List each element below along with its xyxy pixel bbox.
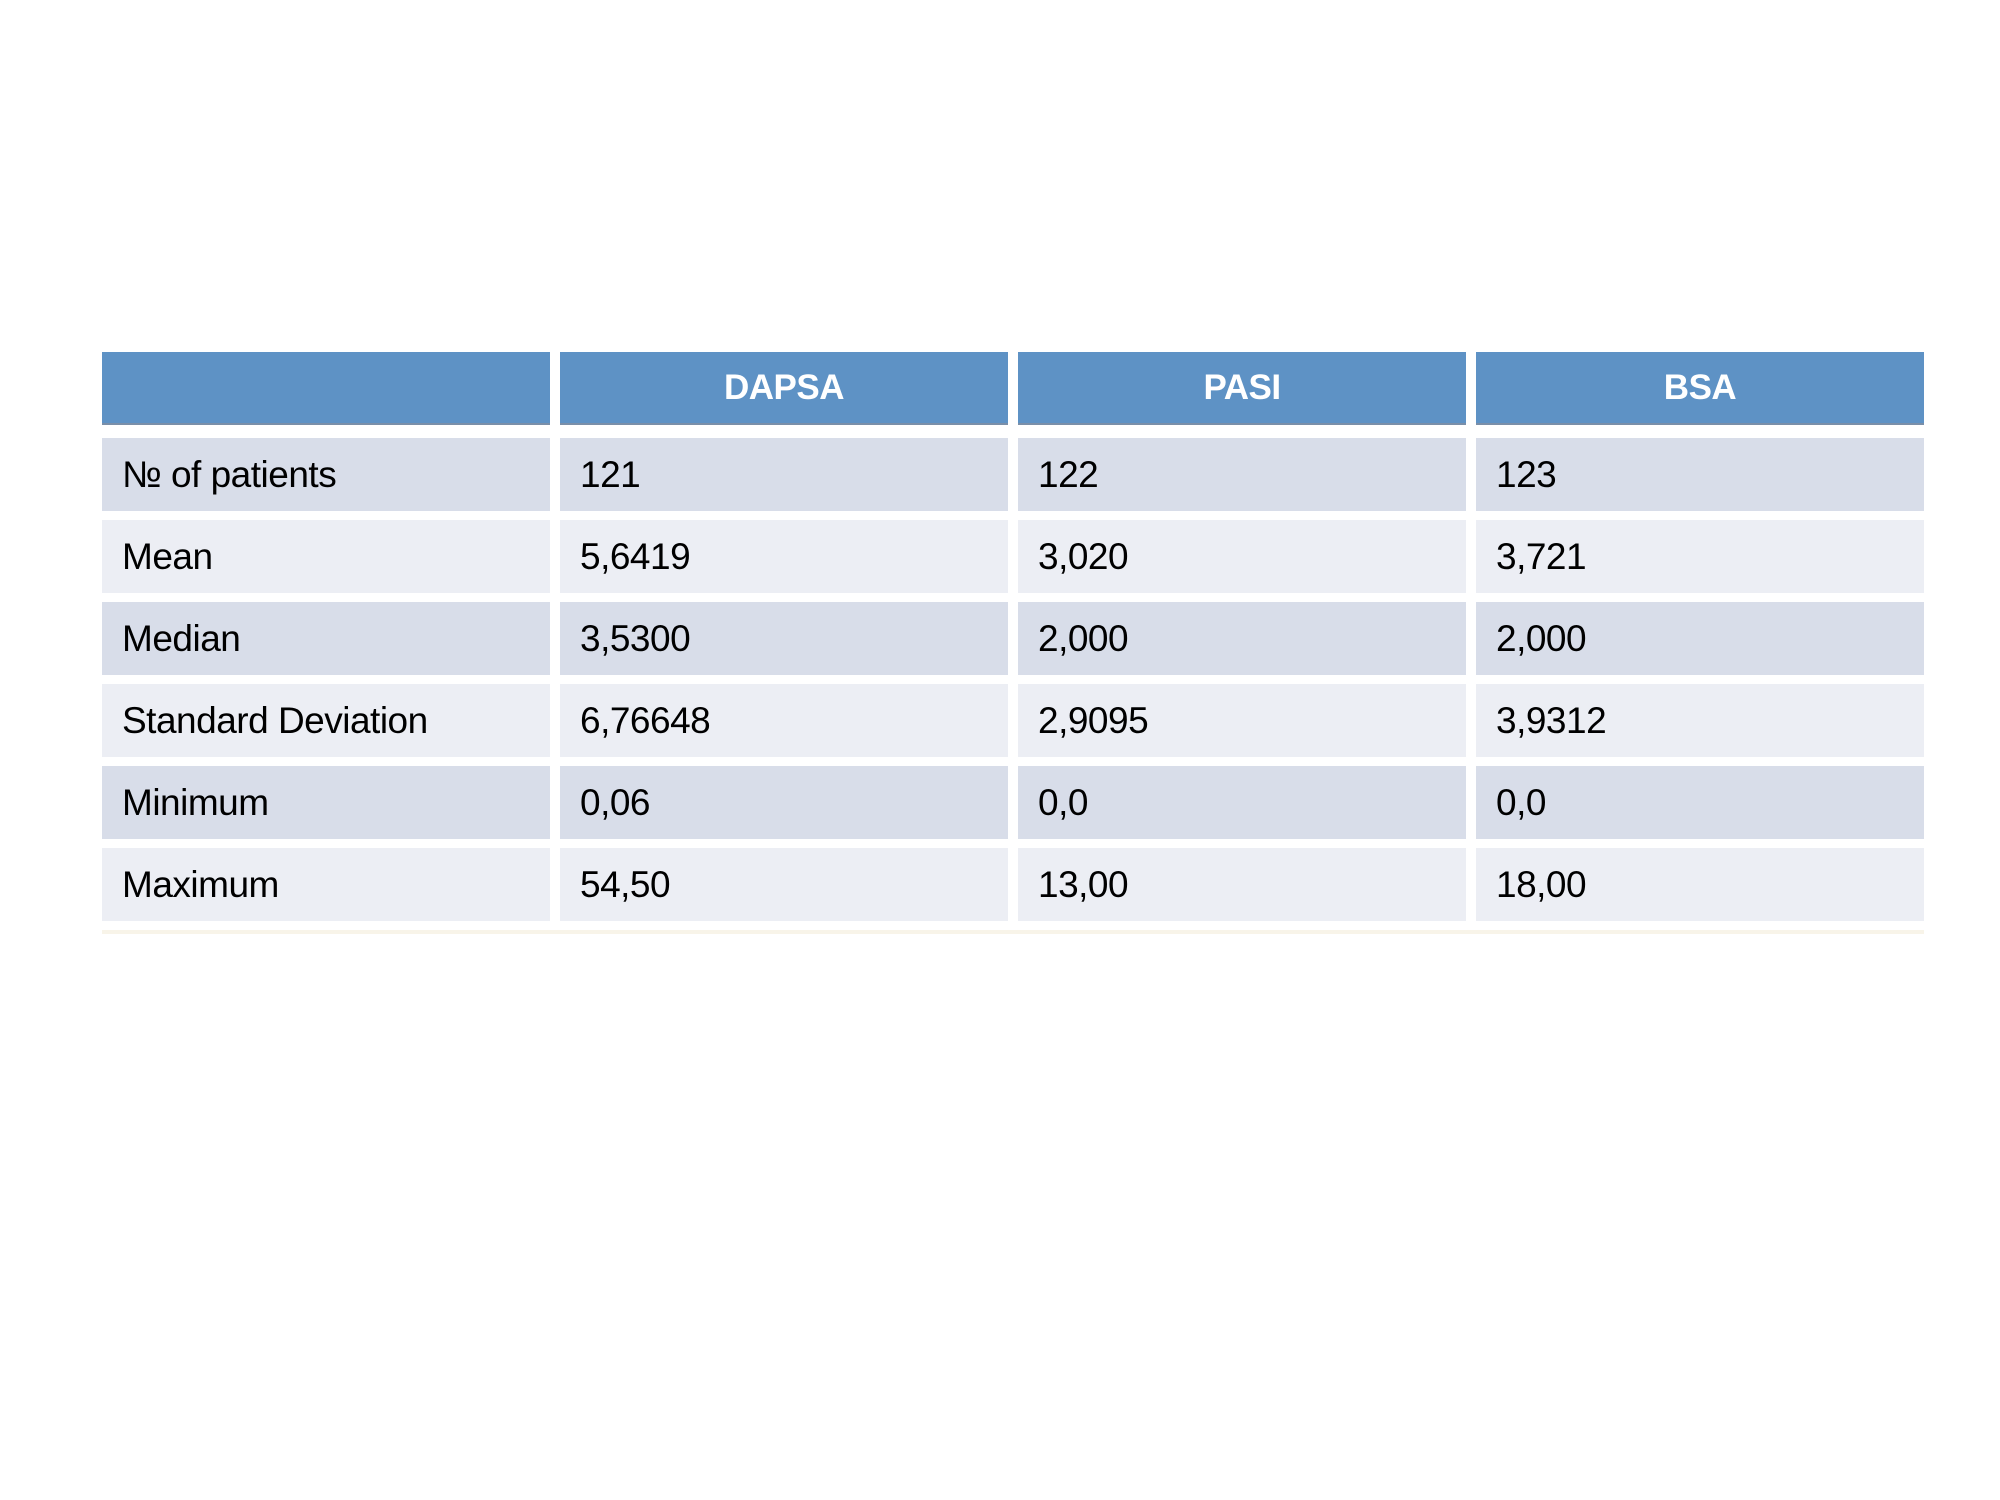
value-cell-dapsa: 121	[560, 438, 1008, 511]
statistics-table: DAPSA PASI BSA № of patients 121 122 123…	[102, 352, 1924, 934]
value-cell-dapsa: 0,06	[560, 766, 1008, 839]
value-cell-pasi: 0,0	[1018, 766, 1466, 839]
value-cell-bsa: 0,0	[1476, 766, 1924, 839]
table-row-n-of-patients: № of patients 121 122 123	[102, 438, 1924, 511]
header-cell-bsa: BSA	[1476, 352, 1924, 425]
value-cell-pasi: 2,000	[1018, 602, 1466, 675]
value-cell-dapsa: 3,5300	[560, 602, 1008, 675]
value-cell-pasi: 122	[1018, 438, 1466, 511]
row-label: № of patients	[102, 438, 550, 511]
value-cell-bsa: 3,721	[1476, 520, 1924, 593]
value-cell-pasi: 2,9095	[1018, 684, 1466, 757]
value-cell-dapsa: 54,50	[560, 848, 1008, 921]
value-cell-pasi: 3,020	[1018, 520, 1466, 593]
row-label: Mean	[102, 520, 550, 593]
value-cell-dapsa: 5,6419	[560, 520, 1008, 593]
table-row-maximum: Maximum 54,50 13,00 18,00	[102, 848, 1924, 921]
table-row-mean: Mean 5,6419 3,020 3,721	[102, 520, 1924, 593]
value-cell-bsa: 123	[1476, 438, 1924, 511]
value-cell-pasi: 13,00	[1018, 848, 1466, 921]
row-label: Maximum	[102, 848, 550, 921]
value-cell-bsa: 18,00	[1476, 848, 1924, 921]
table-row-minimum: Minimum 0,06 0,0 0,0	[102, 766, 1924, 839]
header-cell-dapsa: DAPSA	[560, 352, 1008, 425]
header-corner-cell	[102, 352, 550, 425]
value-cell-dapsa: 6,76648	[560, 684, 1008, 757]
table-bottom-shadow-line	[102, 930, 1924, 934]
table-row-standard-deviation: Standard Deviation 6,76648 2,9095 3,9312	[102, 684, 1924, 757]
value-cell-bsa: 3,9312	[1476, 684, 1924, 757]
value-cell-bsa: 2,000	[1476, 602, 1924, 675]
row-label: Median	[102, 602, 550, 675]
header-cell-pasi: PASI	[1018, 352, 1466, 425]
row-label: Minimum	[102, 766, 550, 839]
table-header-row: DAPSA PASI BSA	[102, 352, 1924, 425]
table-row-median: Median 3,5300 2,000 2,000	[102, 602, 1924, 675]
row-label: Standard Deviation	[102, 684, 550, 757]
